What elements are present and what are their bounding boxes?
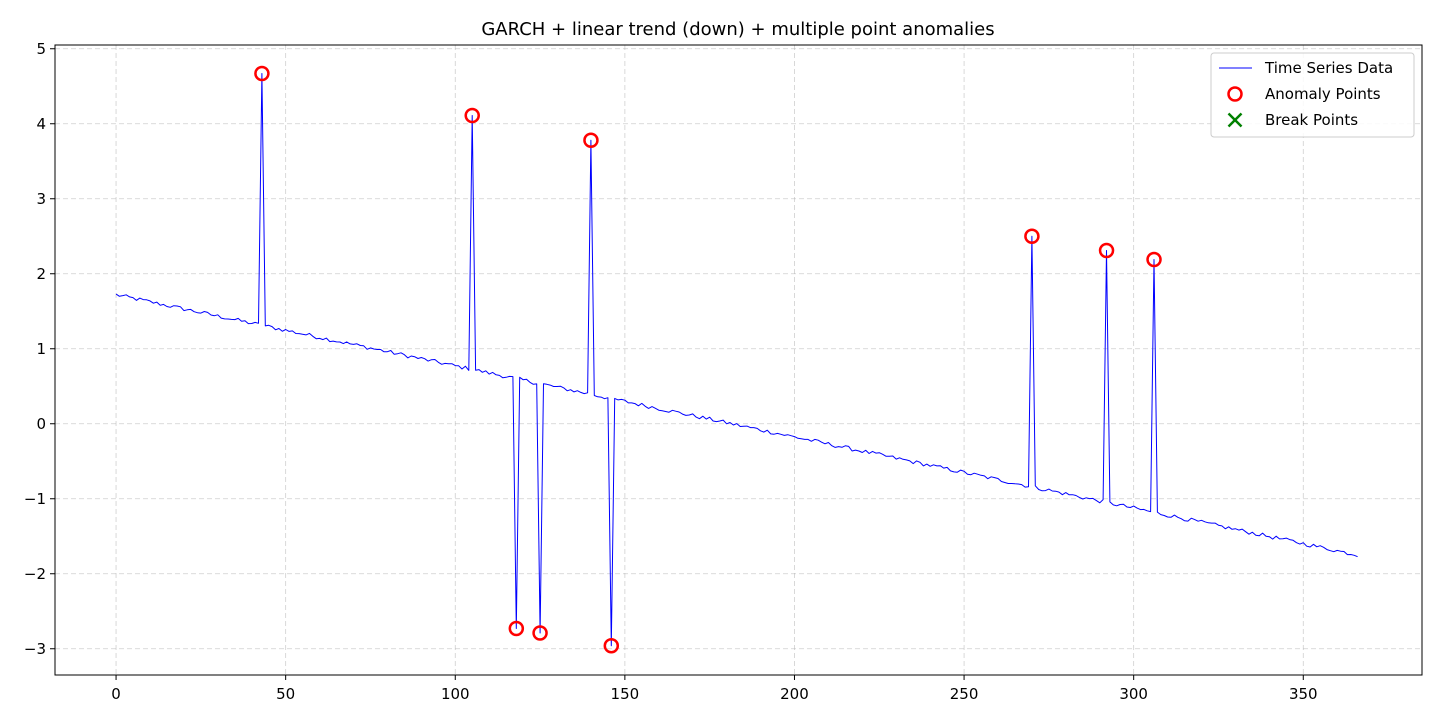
y-tick-label: −1 (24, 490, 46, 508)
series-line-time-series-data (115, 73, 1358, 647)
y-tick-label: −2 (24, 565, 46, 583)
legend-box (1210, 52, 1415, 138)
y-tick-label: 2 (36, 265, 46, 283)
y-tick-label: 4 (36, 115, 46, 133)
legend-x-swatch (1227, 112, 1243, 128)
grid (55, 45, 1422, 675)
y-tick-label: 5 (36, 40, 46, 58)
plot-area (115, 65, 1358, 654)
x-tick-label: 350 (1289, 685, 1318, 703)
legend-label: Time Series Data (1264, 59, 1393, 77)
axes: 0 50 100 150 200 250 300 350 5 4 3 2 1 0 −1 −2 −3 (24, 40, 1423, 703)
legend-circle-swatch (1227, 86, 1243, 102)
anomaly-point (532, 625, 548, 641)
anomaly-point (603, 638, 620, 654)
anomaly-point (254, 65, 270, 82)
y-tick-label: 0 (36, 415, 46, 433)
y-tick-label: −3 (24, 640, 46, 658)
legend: Time Series Data Anomaly Points Break Poin… (1210, 52, 1415, 138)
chart-title: GARCH + linear trend (down) + multiple p… (481, 19, 994, 40)
anomaly-point (464, 107, 480, 124)
anomaly-point (1146, 251, 1162, 268)
x-tick-label: 300 (1119, 685, 1148, 703)
y-tick-label: 1 (36, 340, 46, 358)
x-tick-label: 50 (276, 685, 295, 703)
y-tick-label: 3 (36, 190, 46, 208)
x-tick-label: 0 (111, 685, 121, 703)
x-tick-label: 200 (780, 685, 809, 703)
x-tick-label: 150 (611, 685, 640, 703)
legend-label: Anomaly Points (1265, 85, 1381, 103)
anomaly-point (583, 132, 599, 148)
axes-frame (54, 44, 1423, 676)
anomaly-point (1024, 228, 1040, 244)
anomaly-point (1098, 242, 1115, 259)
x-tick-label: 250 (950, 685, 979, 703)
anomaly-point (508, 620, 525, 637)
x-tick-label: 100 (441, 685, 470, 703)
legend-label: Break Points (1265, 111, 1358, 129)
